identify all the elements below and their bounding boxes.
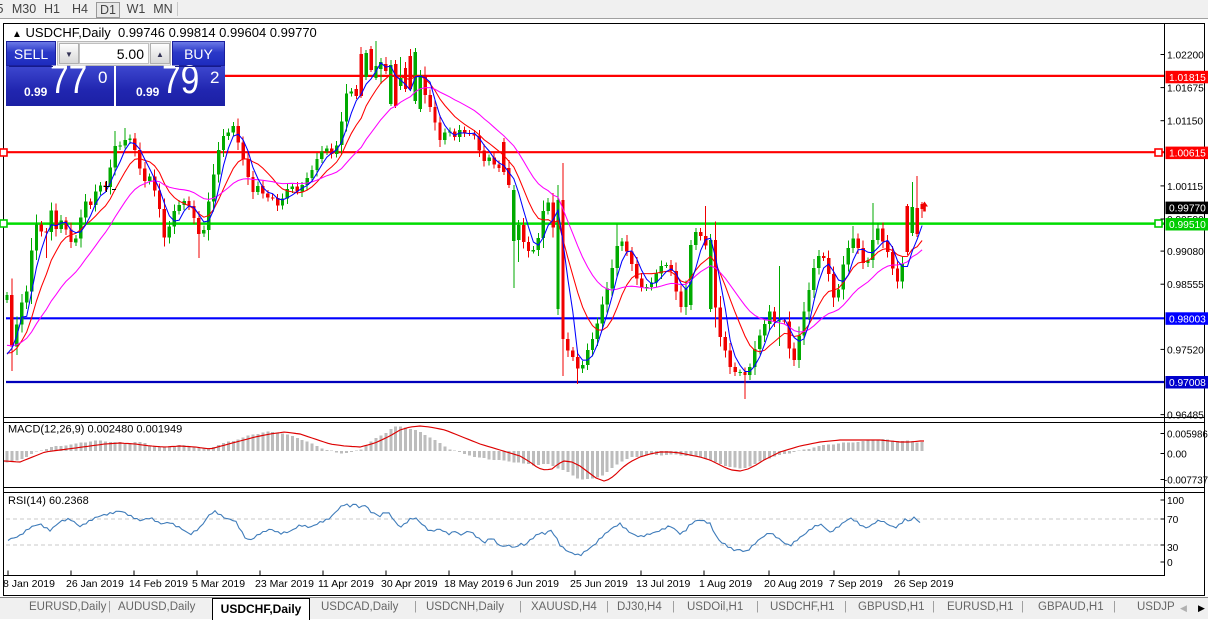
svg-text:70: 70 xyxy=(1167,515,1179,526)
svg-text:1.00615: 1.00615 xyxy=(1169,149,1206,160)
svg-text:1.01675: 1.01675 xyxy=(1167,84,1204,95)
svg-text:-0.007737: -0.007737 xyxy=(1164,476,1208,487)
svg-text:100: 100 xyxy=(1167,496,1184,507)
svg-text:20 Aug 2019: 20 Aug 2019 xyxy=(764,578,823,590)
svg-text:5 Mar 2019: 5 Mar 2019 xyxy=(192,578,245,590)
svg-text:MACD(12,26,9) 0.002480 0.00194: MACD(12,26,9) 0.002480 0.001949 xyxy=(8,424,182,436)
svg-text:0.99510: 0.99510 xyxy=(1169,220,1206,231)
svg-text:0.00: 0.00 xyxy=(1167,450,1187,461)
svg-text:26 Jan 2019: 26 Jan 2019 xyxy=(66,578,124,590)
svg-text:0.99080: 0.99080 xyxy=(1167,247,1204,258)
svg-text:30 Apr 2019: 30 Apr 2019 xyxy=(381,578,438,590)
svg-text:0.005986: 0.005986 xyxy=(1167,430,1208,441)
svg-text:1.02200: 1.02200 xyxy=(1167,51,1204,62)
svg-text:0.98003: 0.98003 xyxy=(1169,314,1206,325)
svg-text:13 Jul 2019: 13 Jul 2019 xyxy=(636,578,690,590)
svg-text:1 Aug 2019: 1 Aug 2019 xyxy=(699,578,752,590)
svg-text:0.96485: 0.96485 xyxy=(1167,411,1204,422)
svg-text:30: 30 xyxy=(1167,543,1179,554)
svg-text:8 Jan 2019: 8 Jan 2019 xyxy=(3,578,55,590)
svg-text:23 Mar 2019: 23 Mar 2019 xyxy=(255,578,314,590)
svg-text:18 May 2019: 18 May 2019 xyxy=(444,578,505,590)
svg-text:25 Jun 2019: 25 Jun 2019 xyxy=(570,578,628,590)
svg-text:26 Sep 2019: 26 Sep 2019 xyxy=(894,578,954,590)
svg-text:11 Apr 2019: 11 Apr 2019 xyxy=(318,578,374,590)
svg-text:0.99770: 0.99770 xyxy=(1169,204,1206,215)
svg-text:1.00115: 1.00115 xyxy=(1167,182,1203,193)
svg-text:0.97520: 0.97520 xyxy=(1167,345,1204,356)
svg-text:RSI(14) 60.2368: RSI(14) 60.2368 xyxy=(8,495,89,507)
svg-text:0: 0 xyxy=(1167,558,1173,569)
svg-text:6 Jun 2019: 6 Jun 2019 xyxy=(507,578,559,590)
svg-text:14 Feb 2019: 14 Feb 2019 xyxy=(129,578,188,590)
svg-text:7 Sep 2019: 7 Sep 2019 xyxy=(829,578,883,590)
svg-text:1.01150: 1.01150 xyxy=(1167,117,1203,128)
svg-text:1.01815: 1.01815 xyxy=(1169,73,1206,84)
svg-text:0.98555: 0.98555 xyxy=(1167,280,1204,291)
svg-text:0.97008: 0.97008 xyxy=(1169,378,1206,389)
